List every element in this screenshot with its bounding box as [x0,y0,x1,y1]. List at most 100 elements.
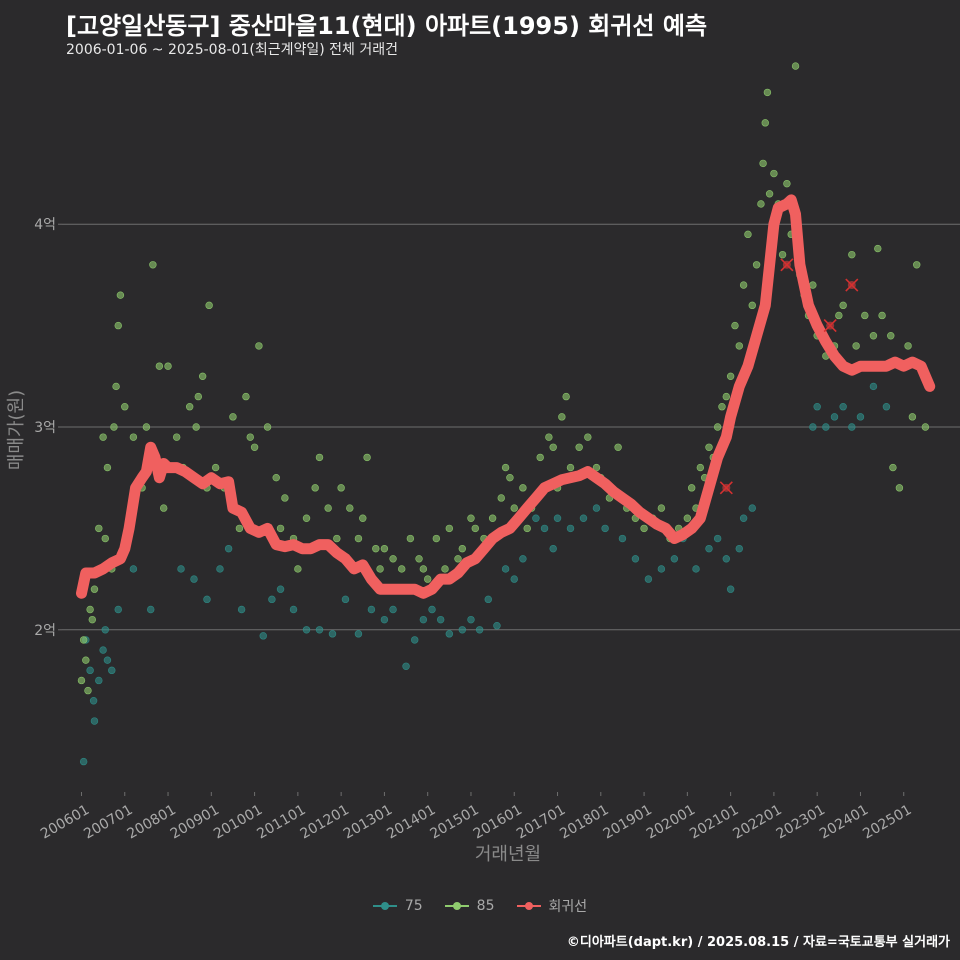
scatter-point-85 [778,250,787,259]
scatter-point-75 [328,630,337,638]
scatter-point-75 [177,565,185,573]
scatter-point-85 [155,362,164,370]
scatter-point-85 [765,190,774,198]
x-tick-label: 202501 [860,802,914,843]
scatter-point-85 [752,261,761,269]
scatter-point-75 [302,626,311,634]
x-tick-label: 202401 [817,802,871,843]
scatter-point-85 [913,261,921,269]
x-tick-label: 201801 [557,802,611,843]
scatter-point-85 [501,463,510,472]
scatter-point-85 [363,453,371,462]
scatter-point-85 [887,332,895,340]
scatter-point-85 [471,524,479,533]
x-tick-label: 201001 [211,802,265,843]
legend-label-85: 85 [476,898,495,914]
scatter-point-75 [89,697,98,705]
scatter-point-75 [419,615,428,624]
scatter-point-75 [114,605,122,614]
y-axis-title: 매매가(원) [6,390,27,470]
y-tick-label: 3억 [34,420,56,436]
scatter-point-75 [411,636,419,644]
scatter-point-85 [149,261,157,269]
scatter-point-85 [311,484,319,492]
scatter-point-85 [324,504,332,512]
scatter-point-85 [921,423,930,431]
scatter-point-85 [852,342,860,350]
points-layer [77,62,930,766]
scatter-point-85 [614,443,622,451]
scatter-point-85 [558,413,566,421]
scatter-point-75 [540,524,549,533]
legend-item-75: 75 [372,896,423,916]
scatter-point-85 [194,392,203,401]
scatter-point-75 [354,630,363,638]
source-credit: ©디아파트(dapt.kr) / 2025.08.15 / 자료=국토교통부 실… [566,935,950,950]
scatter-point-85 [354,534,363,543]
scatter-point-85 [114,321,122,330]
x-tick-label: 201501 [427,802,481,843]
scatter-point-75 [657,565,666,573]
x-tick-label: 202001 [644,802,698,843]
scatter-point-85 [376,565,384,573]
scatter-point-85 [84,686,92,695]
scatter-point-85 [272,473,280,482]
scatter-point-85 [523,524,531,533]
scatter-point-85 [713,423,722,431]
scatter-point-75 [510,575,518,583]
scatter-point-75 [458,626,467,634]
scatter-point-75 [705,544,713,553]
scatter-point-85 [835,311,843,320]
scatter-point-85 [761,119,769,127]
scatter-point-85 [783,179,791,188]
legend-label-regression: 회귀선 [548,899,588,915]
scatter-point-75 [402,662,410,670]
scatter-point-75 [216,565,224,573]
scatter-point-85 [848,250,856,259]
scatter-point-85 [101,534,109,543]
x-tick-label: 201701 [514,802,568,843]
scatter-point-85 [705,443,713,451]
scatter-point-85 [211,463,220,472]
scatter-point-85 [406,534,415,543]
scatter-point-85 [255,342,263,350]
scatter-point-85 [419,565,428,573]
scatter-point-85 [895,484,904,492]
scatter-point-75 [493,622,501,630]
scatter-point-85 [869,332,878,340]
scatter-point-75 [830,413,839,421]
scatter-point-85 [205,301,213,310]
scatter-point-75 [592,504,601,512]
scatter-point-85 [398,565,406,573]
scatter-point-75 [856,413,865,421]
legend-key-regression-icon [516,899,541,913]
scatter-point-85 [726,372,735,381]
scatter-point-75 [692,565,700,573]
scatter-point-75 [519,555,527,563]
scatter-point-85 [718,403,726,411]
scatter-point-85 [79,636,88,644]
scatter-point-85 [198,372,207,381]
scatter-point-85 [164,362,172,370]
x-tick-label: 201601 [471,802,525,843]
scatter-point-75 [501,565,510,573]
x-tick-label: 202201 [730,802,784,843]
scatter-point-85 [185,403,194,411]
regression-line [76,194,936,599]
scatter-point-75 [445,630,454,638]
x-axis-title: 거래년월 [475,844,541,865]
scatter-point-85 [423,575,432,583]
scatter-point-75 [389,605,397,614]
scatter-point-85 [116,291,125,299]
scatter-point-85 [281,494,289,502]
scatter-point-75 [86,666,94,675]
scatter-point-85 [889,463,897,472]
cancelled-deal-marker [780,258,794,272]
scatter-point-85 [488,514,497,522]
scatter-point-75 [380,615,389,624]
scatter-point-75 [739,514,748,522]
scatter-point-75 [822,423,830,431]
x-tick-label: 202101 [687,802,741,843]
x-tick-label: 201301 [341,802,395,843]
